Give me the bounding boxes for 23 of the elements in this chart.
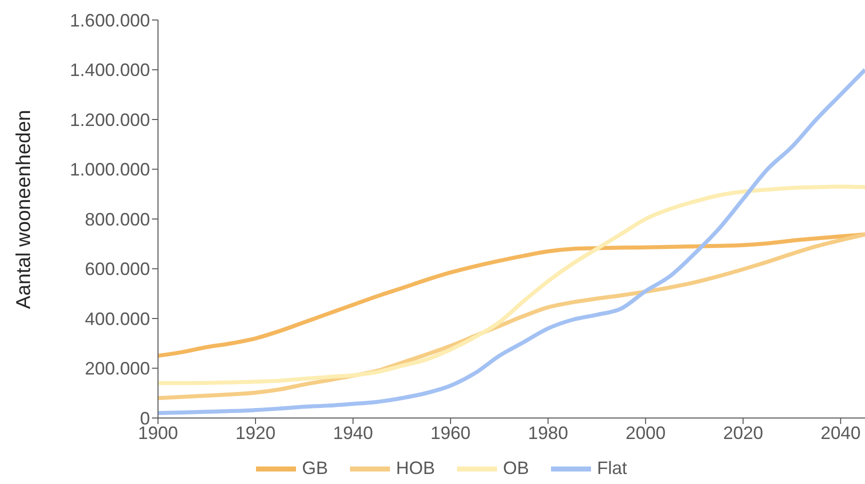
x-tick-label: 2000 <box>626 422 666 443</box>
line-series <box>158 232 865 358</box>
line-series <box>158 184 865 386</box>
legend-label: GB <box>302 458 328 479</box>
legend-label: OB <box>503 458 530 479</box>
line-series <box>158 68 865 416</box>
y-tick-label: 1.600.000 <box>70 10 150 30</box>
legend-label: Flat <box>597 458 628 479</box>
y-tick-label: 200.000 <box>84 358 150 379</box>
x-tick-label: 2020 <box>723 422 764 443</box>
x-tick-label: 1920 <box>235 422 276 443</box>
y-axis-title: Aantal wooneenheden <box>13 110 36 309</box>
y-tick-label: 400.000 <box>84 308 150 329</box>
y-tick-label: 1.200.000 <box>70 110 150 130</box>
x-tick-label: 1940 <box>333 422 374 443</box>
legend-label: HOB <box>396 458 435 479</box>
x-tick-label: 1960 <box>430 422 471 443</box>
y-tick-label: 1.400.000 <box>70 60 150 80</box>
x-tick-label: 1980 <box>528 422 568 443</box>
y-tick-label: 600.000 <box>84 259 150 280</box>
y-tick-label: 1.000.000 <box>70 160 150 180</box>
y-tick-label: 800.000 <box>84 209 150 230</box>
x-tick-label: 2040 <box>820 422 861 443</box>
